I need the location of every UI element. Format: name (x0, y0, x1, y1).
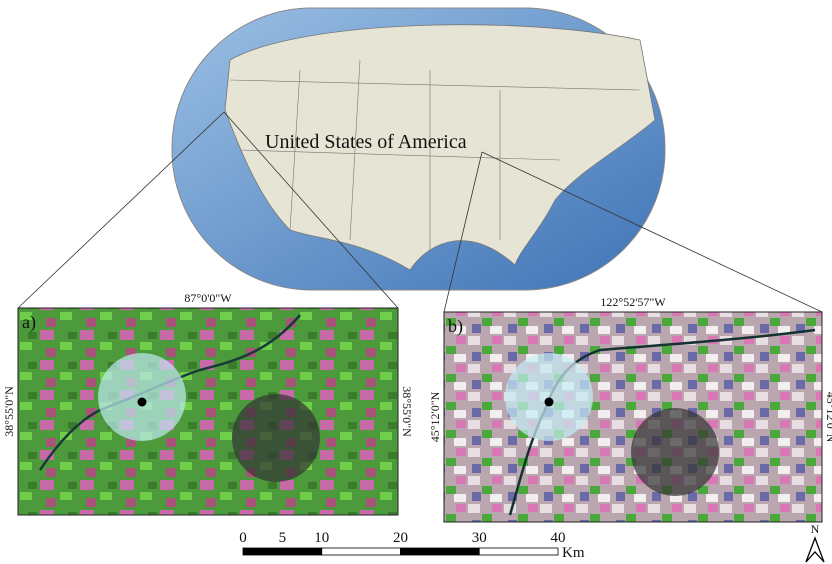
land (224, 24, 656, 271)
panel-label: a) (22, 312, 36, 333)
north-label: N (811, 522, 820, 536)
scale-tick-label: 5 (279, 530, 287, 546)
scale-tick-label: 30 (472, 530, 487, 546)
scale-unit: Km (562, 545, 585, 561)
state-borders (229, 59, 641, 250)
map-title: United States of America (265, 131, 467, 153)
panel-b (443, 311, 823, 523)
top-coordinate: 87°0'0"W (184, 291, 232, 305)
scale-segment (321, 547, 401, 556)
right-coordinate: 45°12'0"N (824, 392, 832, 443)
top-coordinate: 122°52'57"W (600, 295, 666, 309)
scale-segment (242, 547, 283, 556)
panel-a (17, 307, 399, 516)
scale-tick-label: 20 (393, 530, 408, 546)
panel-label: b) (448, 316, 463, 337)
scale-segment (478, 547, 559, 556)
right-coordinate: 38°55'0"N (400, 386, 414, 437)
scale-segment (281, 547, 323, 556)
scale-segment (400, 547, 480, 556)
left-coordinate: 45°12'0"N (428, 391, 442, 442)
left-coordinate: 38°55'0"N (2, 386, 16, 437)
connectors (17, 111, 823, 313)
north-arrow (805, 536, 825, 563)
scale-tick-label: 0 (239, 530, 247, 546)
scale-tick-label: 40 (551, 530, 566, 546)
scale-tick-label: 10 (314, 530, 329, 546)
